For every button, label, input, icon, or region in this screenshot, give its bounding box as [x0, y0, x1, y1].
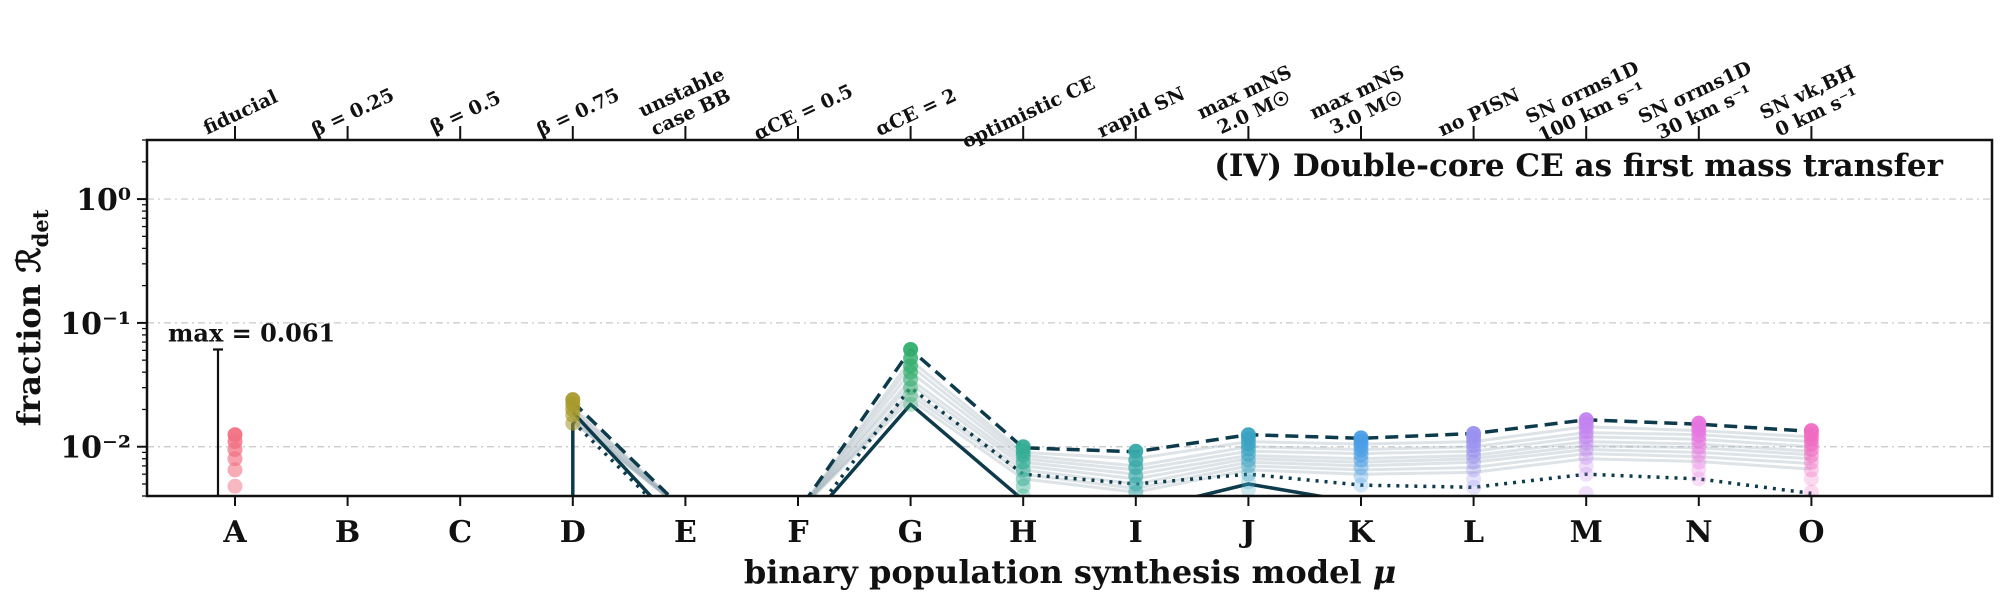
data-point: [1578, 441, 1594, 457]
data-point: [1803, 484, 1819, 496]
x-tick-label: N: [1685, 515, 1712, 550]
data-point: [1578, 458, 1594, 474]
x-tick-label: K: [1348, 515, 1375, 550]
data-point: [1466, 448, 1482, 464]
data-point: [1466, 454, 1482, 470]
top-label: αCE = 0.5: [751, 80, 857, 145]
series-lines: [571, 347, 1812, 496]
x-tick-label: D: [560, 515, 586, 550]
chart-title: (IV) Double-core CE as first mass transf…: [1214, 148, 1943, 184]
series-line-faint: [571, 398, 1812, 496]
top-label: no PISN: [1435, 84, 1523, 141]
series-line-dashed: [571, 347, 1812, 496]
data-point: [903, 387, 919, 403]
top-label-line: β = 0.25: [309, 84, 398, 141]
data-point: [1691, 446, 1707, 462]
data-point: [1803, 471, 1819, 487]
data-point: [1691, 454, 1707, 470]
grid-lines: [147, 198, 1992, 448]
series-line-faint: [571, 370, 1812, 496]
data-point: [1128, 484, 1144, 496]
top-label-line: β = 0.5: [427, 87, 504, 139]
data-point: [1466, 462, 1482, 478]
top-label-line: fiducial: [200, 86, 281, 139]
x-tick-label: I: [1129, 515, 1143, 550]
data-point: [1803, 454, 1819, 470]
top-label: fiducial: [200, 86, 281, 139]
data-point: [1353, 459, 1369, 475]
series-line-faint: [571, 358, 1812, 496]
x-tick-label: J: [1238, 515, 1255, 550]
x-tick-label: G: [898, 515, 924, 550]
series-line-faint: [571, 377, 1812, 496]
max-label: max = 0.061: [168, 318, 335, 347]
series-line-faint: [571, 389, 1812, 496]
data-point: [903, 380, 919, 396]
data-point: [1240, 466, 1256, 482]
data-point: [1240, 482, 1256, 496]
data-point: [1691, 462, 1707, 478]
data-point: [1466, 471, 1482, 487]
data-point: [1578, 435, 1594, 451]
x-tick-label: F: [787, 515, 808, 550]
series-line-faint: [571, 382, 1812, 496]
data-point: [1353, 452, 1369, 468]
top-label: β = 0.25: [309, 84, 398, 141]
top-label-line: β = 0.75: [534, 84, 623, 141]
x-tick-label: O: [1798, 515, 1824, 550]
top-label: β = 0.5: [427, 87, 504, 139]
data-point: [1240, 458, 1256, 474]
top-label-line: αCE = 2: [872, 84, 960, 141]
series-line-faint: [571, 364, 1812, 496]
data-point: [565, 415, 581, 431]
y-axis-label-text: fraction ℛdet: [10, 209, 53, 426]
x-tick-label: B: [335, 515, 360, 550]
series-line-faint: [571, 393, 1812, 496]
y-tick-label: 10⁻²: [60, 431, 131, 466]
plot-frame: [145, 138, 1994, 498]
x-axis-label: binary population synthesis model μ: [744, 553, 1396, 591]
y-tick-label: 10⁻¹: [60, 307, 131, 342]
y-axis-label: fraction ℛdet: [10, 209, 53, 426]
series-line-dotted: [571, 385, 1812, 496]
data-point: [1578, 466, 1594, 482]
data-point: [227, 462, 243, 478]
x-tick-label: M: [1570, 515, 1603, 550]
x-tick-label: A: [222, 515, 247, 550]
data-point: [1015, 488, 1031, 496]
data-point: [1353, 477, 1369, 493]
top-label: β = 0.75: [534, 84, 623, 141]
data-point: [227, 478, 243, 494]
top-label-line: αCE = 0.5: [751, 80, 857, 145]
data-point: [1015, 471, 1031, 487]
data-point: [1240, 474, 1256, 490]
y-tick-label: 10⁰: [76, 183, 131, 218]
data-point: [1691, 439, 1707, 455]
top-label: rapid SN: [1094, 83, 1188, 143]
data-point: [903, 396, 919, 412]
data-point: [227, 451, 243, 467]
data-point: [1803, 462, 1819, 478]
x-tick-label: L: [1463, 515, 1484, 550]
x-tick-label: H: [1009, 515, 1037, 550]
data-point: [1240, 452, 1256, 468]
data-point: [1466, 479, 1482, 495]
x-tick-label: C: [448, 515, 472, 550]
x-tick-label: E: [674, 515, 697, 550]
top-label-line: rapid SN: [1094, 83, 1188, 143]
top-label: αCE = 2: [872, 84, 960, 141]
data-point: [1578, 449, 1594, 465]
data-point: [1578, 485, 1594, 496]
data-point: [1803, 447, 1819, 463]
data-point: [1691, 471, 1707, 487]
top-label-line: no PISN: [1435, 84, 1523, 141]
data-point: [1015, 478, 1031, 494]
series-points: [227, 341, 1819, 496]
data-point: [1353, 468, 1369, 484]
